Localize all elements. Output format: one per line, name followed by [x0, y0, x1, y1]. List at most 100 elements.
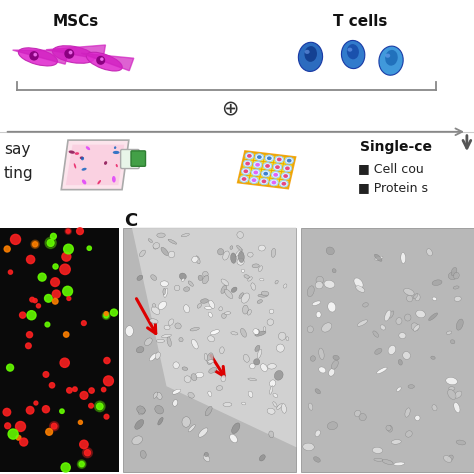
Ellipse shape — [149, 353, 157, 361]
Ellipse shape — [446, 377, 457, 385]
Ellipse shape — [235, 249, 243, 256]
Ellipse shape — [447, 331, 452, 334]
Ellipse shape — [315, 282, 323, 289]
Circle shape — [80, 392, 88, 399]
Circle shape — [7, 364, 14, 371]
Ellipse shape — [221, 285, 227, 293]
Ellipse shape — [432, 280, 442, 285]
Ellipse shape — [455, 391, 462, 398]
Ellipse shape — [313, 457, 320, 462]
Polygon shape — [66, 145, 124, 185]
Ellipse shape — [354, 278, 363, 288]
Ellipse shape — [243, 355, 249, 362]
Text: say: say — [4, 142, 30, 157]
Circle shape — [16, 435, 21, 440]
Circle shape — [20, 438, 27, 446]
Ellipse shape — [53, 46, 94, 64]
Ellipse shape — [104, 161, 107, 165]
Ellipse shape — [265, 155, 273, 162]
Ellipse shape — [114, 146, 116, 149]
Circle shape — [5, 423, 10, 429]
Ellipse shape — [205, 406, 212, 416]
Ellipse shape — [217, 386, 223, 391]
Ellipse shape — [260, 278, 264, 281]
Ellipse shape — [285, 157, 293, 164]
Ellipse shape — [397, 387, 401, 392]
Ellipse shape — [132, 436, 143, 445]
Circle shape — [104, 357, 110, 364]
Ellipse shape — [255, 331, 266, 336]
Circle shape — [30, 52, 38, 60]
Ellipse shape — [287, 159, 292, 163]
Ellipse shape — [271, 248, 276, 257]
Ellipse shape — [444, 456, 452, 462]
Ellipse shape — [257, 155, 262, 159]
Circle shape — [89, 403, 93, 408]
Ellipse shape — [411, 323, 419, 331]
Circle shape — [82, 321, 86, 326]
Circle shape — [64, 332, 69, 337]
Ellipse shape — [407, 295, 412, 302]
Ellipse shape — [322, 323, 332, 332]
Circle shape — [89, 388, 94, 393]
Circle shape — [30, 297, 35, 302]
Ellipse shape — [273, 164, 282, 171]
Ellipse shape — [451, 267, 457, 276]
Ellipse shape — [204, 307, 212, 310]
Ellipse shape — [254, 359, 260, 365]
Ellipse shape — [253, 329, 259, 335]
Ellipse shape — [359, 413, 366, 421]
Ellipse shape — [207, 353, 213, 365]
Ellipse shape — [155, 405, 164, 414]
Ellipse shape — [188, 281, 193, 286]
Ellipse shape — [173, 400, 178, 406]
Circle shape — [9, 270, 12, 274]
Ellipse shape — [240, 176, 248, 182]
Ellipse shape — [260, 178, 268, 185]
Ellipse shape — [285, 166, 290, 170]
Circle shape — [67, 297, 71, 301]
Circle shape — [97, 403, 103, 410]
Ellipse shape — [232, 423, 240, 434]
Ellipse shape — [374, 254, 382, 261]
Ellipse shape — [74, 163, 76, 169]
Ellipse shape — [374, 348, 382, 355]
Ellipse shape — [405, 408, 410, 417]
Ellipse shape — [148, 239, 153, 243]
Ellipse shape — [309, 403, 313, 410]
Ellipse shape — [272, 172, 280, 178]
FancyBboxPatch shape — [131, 151, 146, 166]
Circle shape — [19, 312, 26, 318]
Ellipse shape — [248, 378, 256, 381]
Circle shape — [52, 290, 60, 298]
Ellipse shape — [283, 165, 292, 172]
Circle shape — [16, 421, 26, 431]
Ellipse shape — [283, 284, 287, 288]
Ellipse shape — [86, 52, 122, 71]
Ellipse shape — [112, 176, 116, 182]
Ellipse shape — [250, 177, 258, 183]
Text: Single-ce: Single-ce — [360, 140, 432, 154]
Circle shape — [60, 264, 70, 274]
Ellipse shape — [240, 328, 246, 337]
Ellipse shape — [388, 346, 396, 355]
Ellipse shape — [275, 156, 283, 163]
Ellipse shape — [428, 313, 438, 320]
Ellipse shape — [223, 402, 232, 407]
Circle shape — [62, 252, 71, 261]
Ellipse shape — [454, 273, 459, 279]
Circle shape — [42, 406, 49, 413]
Ellipse shape — [399, 333, 406, 338]
Ellipse shape — [363, 303, 368, 307]
Circle shape — [33, 299, 37, 303]
Ellipse shape — [239, 293, 244, 299]
Ellipse shape — [153, 304, 155, 307]
Ellipse shape — [326, 247, 334, 255]
Ellipse shape — [247, 310, 251, 315]
Circle shape — [80, 440, 88, 449]
Ellipse shape — [191, 374, 197, 381]
Ellipse shape — [155, 352, 160, 359]
Ellipse shape — [277, 404, 283, 410]
Ellipse shape — [151, 275, 156, 280]
Circle shape — [26, 343, 31, 348]
